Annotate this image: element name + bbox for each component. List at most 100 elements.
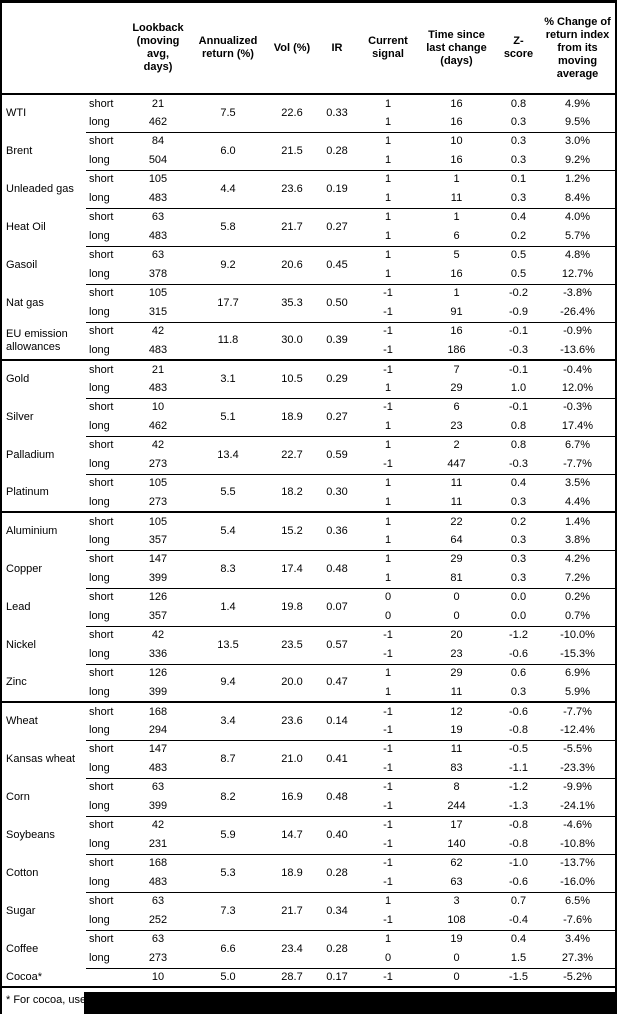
redaction-bar bbox=[84, 992, 615, 1014]
vol-value: 20.0 bbox=[270, 664, 314, 703]
days-since-change-value: 6 bbox=[453, 401, 460, 414]
lookback-value: 21 bbox=[151, 97, 165, 110]
zscore-value: -1.2 bbox=[509, 781, 528, 794]
ir-value: 0.45 bbox=[314, 246, 360, 285]
pct-change-value: 3.5% bbox=[564, 477, 591, 490]
vol-value: 30.0 bbox=[270, 322, 314, 361]
pct-change-value: 4.4% bbox=[540, 493, 615, 513]
table-row: EU emission allowances short 42 11.8 30.0 0.3… bbox=[2, 322, 615, 361]
leg-label: short bbox=[89, 287, 114, 300]
leg-label: long bbox=[86, 189, 130, 209]
lookback-value: 231 bbox=[130, 835, 186, 855]
days-since-change-value: 0 bbox=[453, 591, 460, 604]
table-row: Coffee short 63 6.6 23.4 0.28 1 19 0.4 3.4% bbox=[2, 930, 615, 969]
table-row: long 315 -1 91 -0.9 -26.4% bbox=[2, 303, 615, 323]
pct-change-value: -7.6% bbox=[540, 911, 615, 931]
current-signal-value: 1 bbox=[360, 569, 416, 589]
ir-value: 0.33 bbox=[314, 94, 360, 133]
ir-value: 0.28 bbox=[314, 132, 360, 171]
commodity-name: Lead bbox=[6, 600, 31, 613]
current-signal-value: -1 bbox=[360, 835, 416, 855]
commodity-name: Gold bbox=[6, 373, 30, 385]
pct-change-value: 12.0% bbox=[540, 379, 615, 399]
current-signal-value: 1 bbox=[360, 379, 416, 399]
lookback-value: 105 bbox=[148, 515, 168, 528]
commodity-name: Coffee bbox=[6, 942, 39, 955]
commodity-name: Zinc bbox=[2, 664, 86, 703]
leg-label: long bbox=[86, 379, 130, 399]
zscore-value: -0.5 bbox=[509, 743, 528, 756]
pct-change-value: 4.0% bbox=[564, 211, 591, 224]
current-signal-value: -1 bbox=[383, 705, 393, 718]
days-since-change-value: 19 bbox=[416, 721, 497, 741]
leg-label: short bbox=[89, 97, 114, 110]
vol-value: 14.7 bbox=[270, 816, 314, 855]
current-signal-value: -1 bbox=[383, 819, 393, 832]
pct-change-value: -26.4% bbox=[540, 303, 615, 323]
lookback-value: 21 bbox=[151, 363, 165, 376]
zscore-value: 0.3 bbox=[497, 531, 540, 551]
vol-value: 15.2 bbox=[270, 512, 314, 551]
pct-change-value: 12.7% bbox=[540, 265, 615, 285]
lookback-value: 504 bbox=[130, 151, 186, 171]
pct-change-value: 6.9% bbox=[564, 667, 591, 680]
lookback-value: 63 bbox=[151, 249, 165, 262]
current-signal-value: 0 bbox=[360, 607, 416, 627]
current-signal-value: -1 bbox=[360, 759, 416, 779]
current-signal-value: 1 bbox=[384, 553, 392, 566]
days-since-change-value: 62 bbox=[450, 857, 463, 870]
leg-label: short bbox=[89, 933, 114, 946]
zscore-value: 0.4 bbox=[510, 933, 527, 946]
table-row: Copper short 147 8.3 17.4 0.48 1 29 0.3 4.2% bbox=[2, 550, 615, 589]
leg-label: long bbox=[86, 569, 130, 589]
zscore-value: 1.5 bbox=[497, 949, 540, 969]
pct-change-value: 0.2% bbox=[564, 591, 591, 604]
lookback-value: 273 bbox=[130, 493, 186, 513]
ir-value: 0.07 bbox=[314, 588, 360, 627]
table-row: Sugar short 63 7.3 21.7 0.34 1 3 0.7 6.5% bbox=[2, 892, 615, 931]
zscore-value: 0.3 bbox=[497, 113, 540, 133]
ir-value: 0.27 bbox=[314, 208, 360, 247]
ir-value: 0.28 bbox=[314, 854, 360, 893]
momentum-signals-table: Lookback (moving avg, days) Annualized r… bbox=[2, 3, 615, 988]
vol-value: 35.3 bbox=[270, 284, 314, 323]
leg-label: long bbox=[86, 645, 130, 665]
commodity-name: Kansas wheat bbox=[6, 752, 76, 765]
lookback-value: 10 bbox=[130, 968, 186, 988]
leg-label: short bbox=[89, 857, 114, 870]
ir-value: 0.17 bbox=[314, 968, 360, 988]
days-since-change-value: 81 bbox=[416, 569, 497, 589]
zscore-value: 0.5 bbox=[510, 249, 527, 262]
table-row: Lead short 126 1.4 19.8 0.07 0 0 0.0 0.2% bbox=[2, 588, 615, 627]
pct-change-value: -15.3% bbox=[540, 645, 615, 665]
zscore-value: -0.3 bbox=[497, 455, 540, 475]
lookback-value: 168 bbox=[148, 857, 168, 870]
lookback-value: 42 bbox=[151, 819, 165, 832]
lookback-value: 63 bbox=[151, 211, 165, 224]
pct-change-value: 4.8% bbox=[564, 249, 591, 262]
header-leg-blank bbox=[86, 3, 130, 95]
pct-change-value: 5.9% bbox=[540, 683, 615, 703]
days-since-change-value: 11 bbox=[416, 189, 497, 209]
leg-label: long bbox=[86, 721, 130, 741]
current-signal-value: 1 bbox=[360, 493, 416, 513]
zscore-value: -0.2 bbox=[509, 287, 528, 300]
days-since-change-value: 29 bbox=[450, 667, 463, 680]
annualized-return-value: 11.8 bbox=[186, 322, 270, 361]
header-pct-change: % Change of return index from its moving… bbox=[540, 3, 615, 95]
lookback-value: 63 bbox=[151, 933, 165, 946]
commodity-name: EU emission allowances bbox=[2, 322, 86, 361]
days-since-change-value: 0 bbox=[416, 949, 497, 969]
lookback-value: 147 bbox=[148, 743, 168, 756]
leg-label: long bbox=[86, 417, 130, 437]
table-row: long 462 1 23 0.8 17.4% bbox=[2, 417, 615, 437]
zscore-value: 0.2 bbox=[510, 515, 527, 528]
days-since-change-value: 16 bbox=[450, 325, 463, 338]
pct-change-value: -9.9% bbox=[563, 781, 592, 794]
zscore-value: -0.6 bbox=[497, 645, 540, 665]
leg-label: long bbox=[86, 341, 130, 361]
pct-change-value: 3.4% bbox=[564, 933, 591, 946]
lookback-value: 252 bbox=[130, 911, 186, 931]
zscore-value: -1.1 bbox=[497, 759, 540, 779]
table-row: Cotton short 168 5.3 18.9 0.28 -1 62 -1.0 -13.7% bbox=[2, 854, 615, 893]
